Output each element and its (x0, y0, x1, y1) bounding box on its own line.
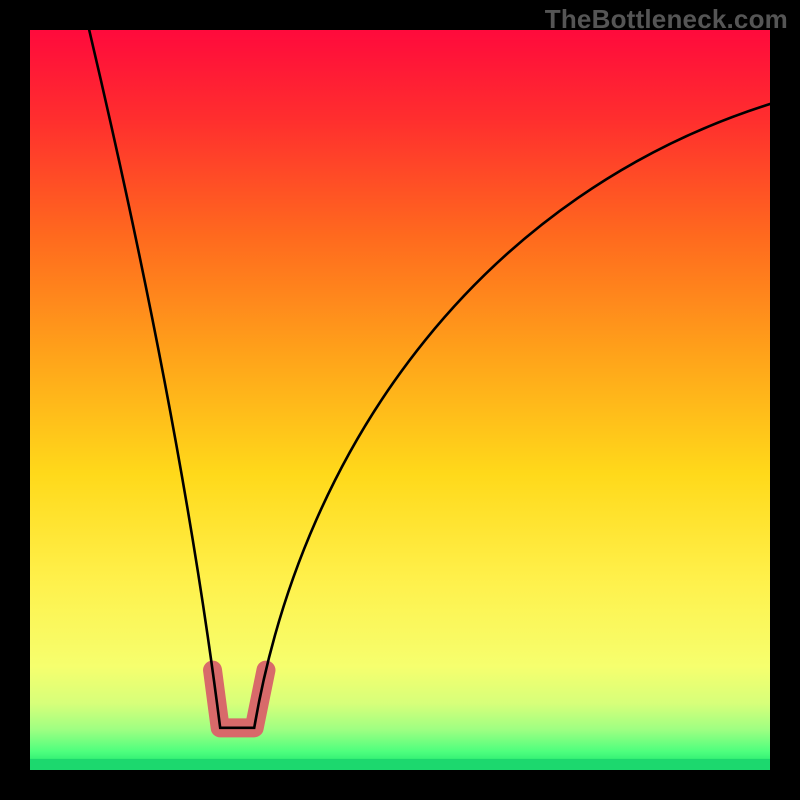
gradient-background (30, 30, 770, 770)
green-baseline-band (30, 759, 770, 770)
plot-area (30, 30, 770, 770)
watermark-text: TheBottleneck.com (545, 4, 788, 35)
chart-frame: TheBottleneck.com (0, 0, 800, 800)
bottleneck-curve-chart (0, 0, 800, 800)
